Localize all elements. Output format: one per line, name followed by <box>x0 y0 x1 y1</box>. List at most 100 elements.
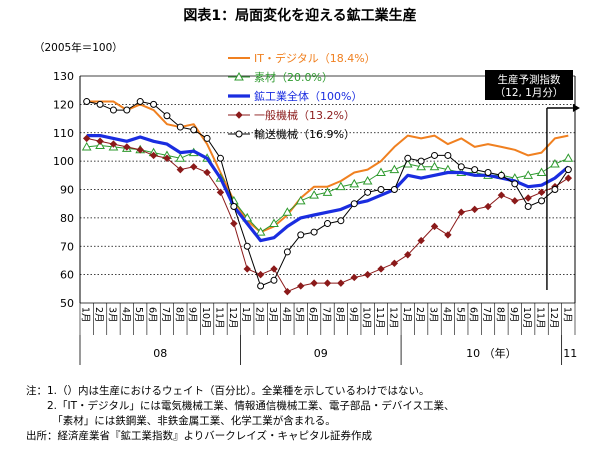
data-point <box>564 166 572 174</box>
x-tick-label: 9月 <box>508 307 519 323</box>
data-point <box>404 154 412 162</box>
x-tick-label: 8月 <box>334 307 345 323</box>
x-tick-label: 3月 <box>428 307 439 323</box>
data-point <box>337 279 345 287</box>
data-point <box>96 100 104 108</box>
x-tick-label: 4月 <box>441 307 452 323</box>
data-point <box>550 158 560 168</box>
data-point <box>484 168 492 176</box>
data-point <box>444 151 452 159</box>
x-tick-label: 6月 <box>468 307 479 323</box>
x-tick-label: 2月 <box>414 307 425 323</box>
data-point <box>497 191 506 199</box>
data-point <box>81 141 92 151</box>
x-tick-label: 1月 <box>80 307 91 323</box>
data-point <box>377 265 385 273</box>
data-point <box>203 134 211 142</box>
data-point <box>524 203 532 211</box>
chart-title: 図表1：局面変化を迎える鉱工業生産 <box>183 7 416 24</box>
data-point <box>230 203 238 211</box>
y-tick-label: 90 <box>60 184 74 197</box>
legend: IT・デジタル（18.4%） 素材（20.0%） 鉱工業全体（100%） 一般機械（1… <box>228 51 376 141</box>
data-point <box>310 279 318 287</box>
data-point <box>297 282 305 290</box>
data-point <box>270 265 278 273</box>
x-tick-label: 7月 <box>321 307 332 323</box>
legend-label: IT・デジタル（18.4%） <box>254 51 376 65</box>
data-point <box>83 98 91 106</box>
x-tick-label: 5月 <box>133 307 144 323</box>
series-3 <box>82 134 573 296</box>
year-label: 11 <box>563 347 577 360</box>
data-point <box>216 154 224 162</box>
x-tick-label: 12月 <box>227 307 238 329</box>
data-point <box>363 270 372 279</box>
data-point <box>537 188 546 197</box>
chart-notes: 注：1.（）内は生産におけるウェイト（百分比）。全業種を示しているわけではない。… <box>26 384 455 444</box>
legend-marker <box>234 71 244 81</box>
x-tick-label: 8月 <box>173 307 184 323</box>
x-tick-label: 9月 <box>347 307 358 323</box>
y-tick-label: 70 <box>60 240 74 253</box>
data-point <box>230 219 238 228</box>
data-point <box>243 265 251 273</box>
y-tick-label: 80 <box>60 212 74 225</box>
legend-label: 輸送機械（16.9%） <box>254 127 355 141</box>
annotation-line-2: （12, 1月分） <box>495 87 564 99</box>
x-tick-label: 6月 <box>307 307 318 323</box>
legend-label: 素材（20.0%） <box>254 70 333 84</box>
data-point <box>176 123 184 131</box>
data-point <box>404 251 412 259</box>
x-tick-label: 7月 <box>481 307 492 323</box>
data-point <box>523 170 534 179</box>
x-tick-label: 1月 <box>240 307 251 323</box>
data-point <box>563 153 574 162</box>
x-tick-label: 11月 <box>374 307 385 329</box>
data-point <box>283 248 291 256</box>
legend-marker <box>235 130 243 138</box>
x-tick-label: 5月 <box>454 307 465 323</box>
note-line-3: 「素材」には鉄鋼業、非鉄金属工業、化学工業が含まれる。 <box>26 415 336 427</box>
x-tick-label: 10月 <box>200 307 211 329</box>
x-tick-label: 11月 <box>213 307 224 329</box>
legend-label: 一般機械（13.2%） <box>254 108 355 122</box>
data-point <box>257 282 265 290</box>
data-point <box>470 205 479 214</box>
data-point <box>551 186 559 193</box>
data-point <box>431 151 439 159</box>
note-line-2: 2.「IT・デジタル」には電気機械工業、情報通信機械工業、電子部品・デバイス工業… <box>26 400 455 412</box>
data-point <box>203 168 211 177</box>
data-point <box>190 126 198 134</box>
data-point <box>149 151 158 160</box>
data-point <box>390 186 398 193</box>
data-point <box>538 197 546 205</box>
x-tick-label: 2月 <box>254 307 265 323</box>
data-point <box>390 259 399 267</box>
data-point <box>216 188 225 197</box>
x-tick-label: 7月 <box>160 307 171 323</box>
data-point <box>416 161 427 171</box>
data-point <box>564 174 573 182</box>
data-point <box>364 188 372 196</box>
data-point <box>96 137 104 145</box>
x-tick-label: 11月 <box>535 307 546 329</box>
y-tick-label: 120 <box>53 98 74 111</box>
x-tick-label: 1月 <box>561 307 572 323</box>
data-point <box>417 236 425 245</box>
data-point <box>471 166 479 174</box>
x-tick-label: 9月 <box>187 307 198 323</box>
data-point <box>190 163 198 171</box>
y-tick-label: 60 <box>60 269 74 282</box>
data-point <box>136 98 144 106</box>
x-tick-label: 8月 <box>494 307 505 323</box>
data-point <box>175 153 186 162</box>
year-label: 09 <box>314 347 328 360</box>
data-point <box>362 175 373 185</box>
x-tick-label: 5月 <box>294 307 305 323</box>
data-point <box>176 165 185 174</box>
data-point <box>484 202 492 211</box>
data-point <box>497 171 505 179</box>
x-tick-label: 10月 <box>361 307 372 329</box>
